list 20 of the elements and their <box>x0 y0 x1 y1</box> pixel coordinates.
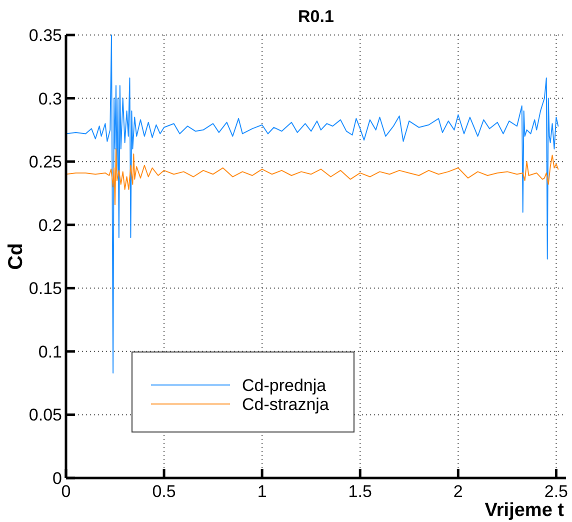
x-tick-label: 1.5 <box>348 482 372 501</box>
y-tick-label: 0 <box>52 469 62 488</box>
x-tick-label: 1 <box>257 482 267 501</box>
y-tick-label: 0.35 <box>28 26 62 45</box>
x-tick-label: 2.5 <box>544 482 568 501</box>
line-series <box>66 34 559 374</box>
line-series <box>66 148 559 206</box>
x-tick-label: 2 <box>453 482 463 501</box>
legend-label: Cd-prednja <box>242 376 327 395</box>
y-tick-label: 0.2 <box>38 216 62 235</box>
y-axis-title: Cd <box>5 243 27 270</box>
y-tick-label: 0.3 <box>38 89 62 108</box>
y-tick-label: 0.1 <box>38 342 62 362</box>
x-axis-title: Vrijeme t <box>484 500 565 521</box>
y-tick-label: 0.05 <box>28 406 62 425</box>
y-tick-label: 0.25 <box>28 152 62 172</box>
legend-label: Cd-straznja <box>242 395 330 414</box>
chart-title: R0.1 <box>298 7 334 26</box>
x-tick-label: 0.5 <box>152 482 176 501</box>
y-tick-label: 0.15 <box>28 279 62 298</box>
